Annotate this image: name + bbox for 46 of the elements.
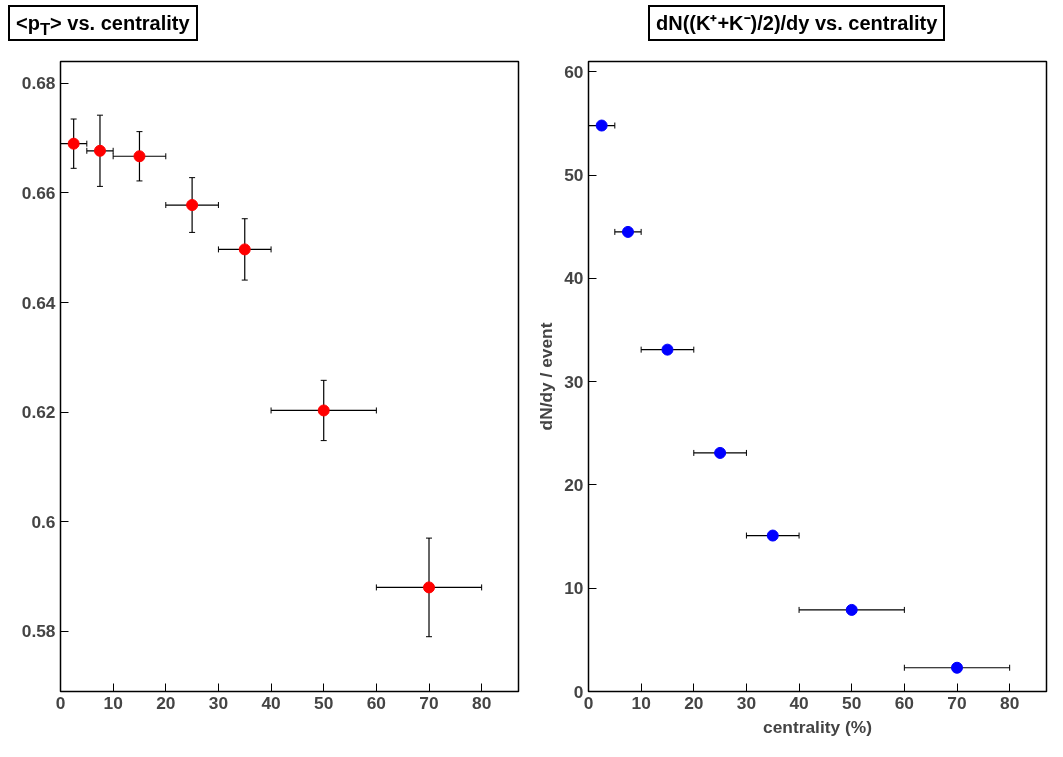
x-tick-label: 40 — [261, 692, 281, 713]
y-axis-title: dN/dy / event — [536, 322, 557, 431]
y-tick-label: 20 — [564, 474, 584, 495]
point — [67, 137, 80, 150]
y-tick-label: 0.68 — [21, 73, 56, 94]
x-tick-label: 50 — [314, 692, 334, 713]
y-tick-label: 30 — [564, 371, 584, 392]
x-axis-title: centrality (%) — [763, 716, 872, 737]
x-tick-label: 70 — [419, 692, 439, 713]
point — [621, 225, 634, 238]
point — [133, 150, 146, 163]
y-tick-label: 40 — [564, 268, 584, 289]
x-tick-label: 50 — [842, 692, 862, 713]
x-tick-label: 10 — [103, 692, 123, 713]
y-tick-label: 0.66 — [21, 182, 56, 203]
y-tick-label: 0.6 — [31, 511, 56, 532]
y-tick-label: 0.62 — [21, 402, 56, 423]
x-tick-label: 40 — [789, 692, 809, 713]
point — [186, 199, 199, 212]
y-tick-label: 10 — [564, 578, 584, 599]
x-tick-label: 60 — [894, 692, 915, 713]
x-tick-label: 80 — [472, 692, 492, 713]
x-tick-label: 30 — [736, 692, 757, 713]
y-tick-label: 50 — [564, 165, 584, 186]
x-tick-label: 60 — [366, 692, 387, 713]
point — [661, 343, 674, 356]
x-tick-label: 30 — [208, 692, 229, 713]
y-tick-label: 0.64 — [21, 292, 56, 313]
chart-title: <p$_{T}$> vs. centrality — [16, 11, 190, 41]
point — [714, 446, 727, 459]
point — [93, 144, 106, 157]
x-tick-label: 20 — [684, 692, 704, 713]
point — [595, 119, 608, 132]
point — [238, 243, 251, 256]
point — [951, 661, 964, 674]
y-tick-label: 0.58 — [21, 621, 56, 642]
point — [845, 603, 858, 616]
y-tick-label: 60 — [564, 61, 584, 82]
x-tick-label: 80 — [1000, 692, 1020, 713]
point — [766, 529, 779, 542]
x-tick-label: 10 — [631, 692, 651, 713]
x-tick-label: 20 — [156, 692, 176, 713]
point — [423, 581, 436, 594]
x-tick-label: 70 — [947, 692, 967, 713]
chart-title: dN((K⁺+K⁻)/2)/dy vs. centrality — [656, 11, 938, 36]
point — [317, 404, 330, 417]
